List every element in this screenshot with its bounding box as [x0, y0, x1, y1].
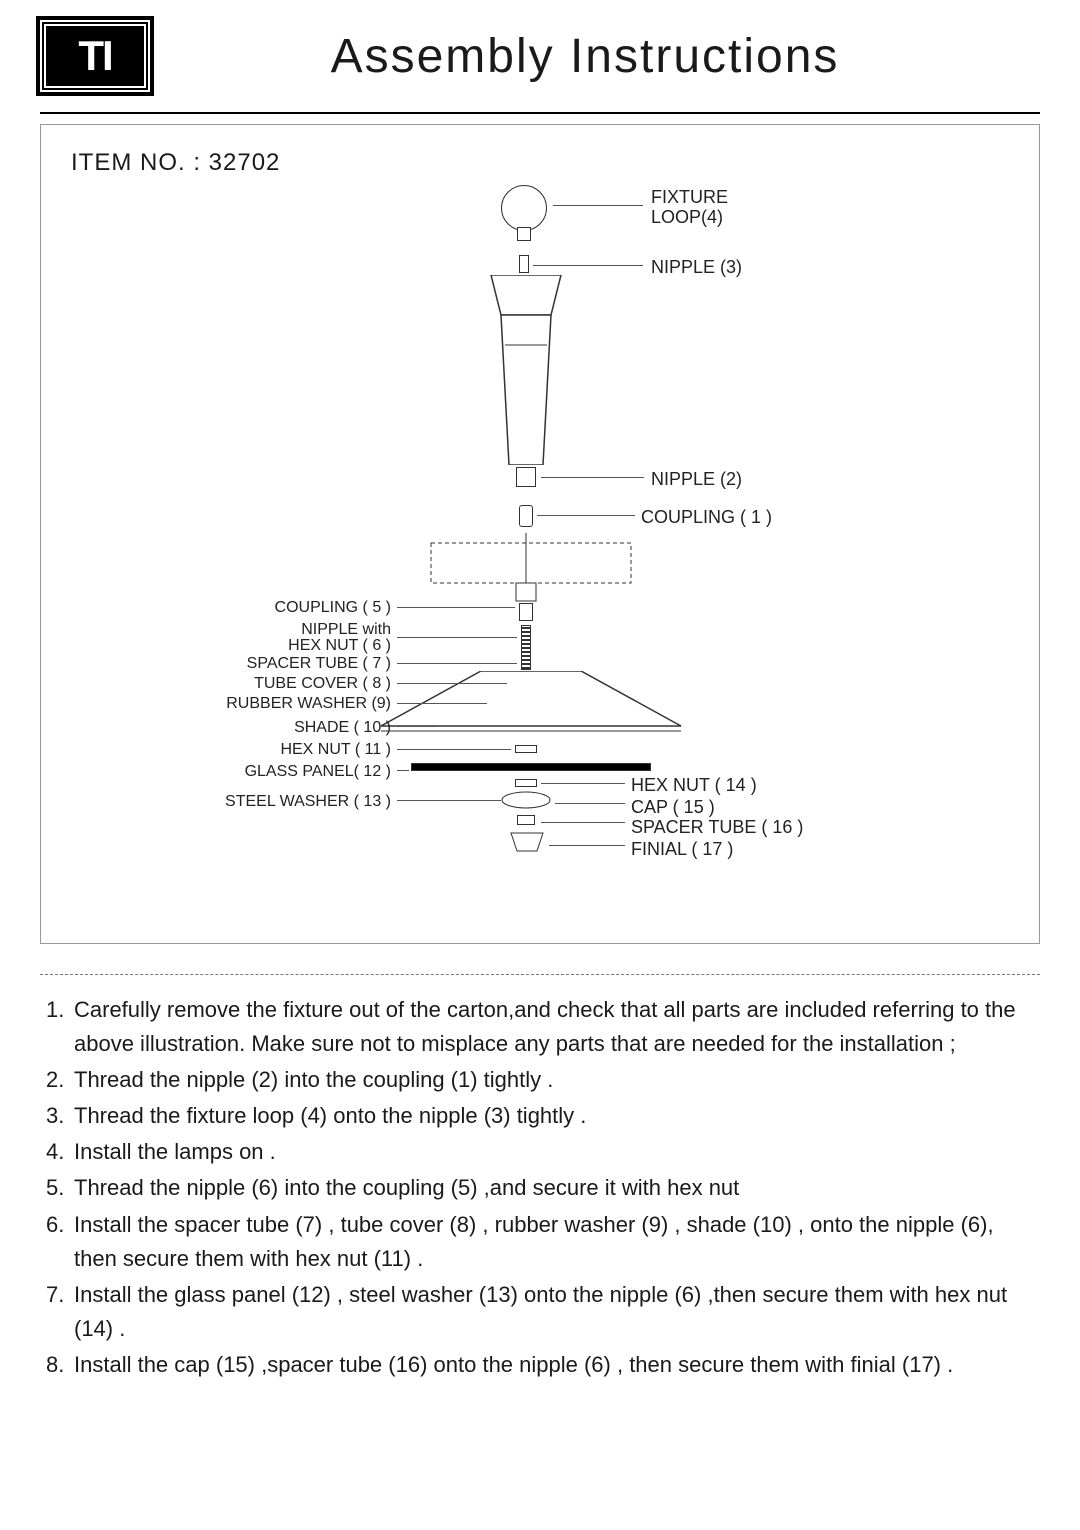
step-text: Thread the nipple (2) into the coupling … [74, 1063, 1034, 1097]
label-glass-panel12: GLASS PANEL( 12 ) [201, 763, 391, 781]
step-text: Install the spacer tube (7) , tube cover… [74, 1208, 1034, 1276]
leader-nipple6 [397, 637, 517, 638]
shape-fixture-loop [501, 185, 547, 231]
shape-canopy [421, 533, 641, 603]
leader-spacer7 [397, 663, 517, 664]
header: TI Assembly Instructions [40, 20, 1040, 92]
shape-cap [501, 791, 551, 809]
leader-hexnut14 [541, 783, 625, 784]
step-text: Thread the nipple (6) into the coupling … [74, 1171, 1034, 1205]
item-number: ITEM NO. : 32702 [71, 149, 1019, 177]
leader-finial17 [549, 845, 625, 846]
instruction-step: 3.Thread the fixture loop (4) onto the n… [46, 1099, 1034, 1133]
instruction-step: 6.Install the spacer tube (7) , tube cov… [46, 1208, 1034, 1276]
leader-glass12 [397, 770, 409, 771]
step-text: Thread the fixture loop (4) onto the nip… [74, 1099, 1034, 1133]
header-rule [40, 112, 1040, 114]
label-fixture-loop-b: LOOP(4) [651, 207, 723, 228]
instruction-step: 5.Thread the nipple (6) into the couplin… [46, 1171, 1034, 1205]
instruction-step: 2.Thread the nipple (2) into the couplin… [46, 1063, 1034, 1097]
label-steel-washer13: STEEL WASHER ( 13 ) [191, 793, 391, 811]
label-nipple6b: HEX NUT ( 6 ) [241, 637, 391, 655]
leader-tube8 [397, 683, 507, 684]
label-shade10: SHADE ( 10 ) [221, 719, 391, 737]
label-rubber-washer9: RUBBER WASHER (9) [191, 695, 391, 713]
page-title: Assembly Instructions [190, 29, 1040, 84]
leader-rubber9 [397, 703, 487, 704]
shape-hexnut14 [515, 779, 537, 787]
shape-hexnut11 [515, 745, 537, 753]
shape-finial [509, 831, 545, 853]
label-coupling5: COUPLING ( 5 ) [241, 599, 391, 617]
label-hex-nut11: HEX NUT ( 11 ) [221, 741, 391, 759]
page: TI Assembly Instructions ITEM NO. : 3270… [0, 0, 1080, 1530]
label-spacer16: SPACER TUBE ( 16 ) [631, 817, 803, 838]
shape-nipple3 [519, 255, 529, 273]
shape-taper-body [461, 275, 591, 465]
label-spacer7: SPACER TUBE ( 7 ) [221, 655, 391, 673]
shape-fixture-loop-tab [517, 227, 531, 241]
leader-shade10 [397, 726, 437, 727]
instruction-list: 1.Carefully remove the fixture out of th… [40, 993, 1040, 1382]
leader-fixture-loop [553, 205, 643, 206]
label-finial17: FINIAL ( 17 ) [631, 839, 733, 860]
diagram-frame: ITEM NO. : 32702 [40, 124, 1040, 944]
label-fixture-loop-a: FIXTURE [651, 187, 728, 208]
leader-coupling5 [397, 607, 515, 608]
shape-nipple6 [521, 625, 531, 670]
label-nipple2: NIPPLE (2) [651, 469, 742, 490]
label-hex-nut14: HEX NUT ( 14 ) [631, 775, 757, 796]
leader-coupling1 [537, 515, 635, 516]
shape-coupling1 [519, 505, 533, 527]
leader-nipple2 [541, 477, 644, 478]
instruction-step: 1.Carefully remove the fixture out of th… [46, 993, 1034, 1061]
shape-nipple2 [516, 467, 536, 487]
shape-shade [371, 671, 691, 741]
leader-hexnut11 [397, 749, 511, 750]
instruction-step: 7.Install the glass panel (12) , steel w… [46, 1278, 1034, 1346]
leader-cap15 [555, 803, 625, 804]
step-text: Carefully remove the fixture out of the … [74, 993, 1034, 1061]
step-text: Install the glass panel (12) , steel was… [74, 1278, 1034, 1346]
shape-glass-panel [411, 763, 651, 771]
label-tube-cover8: TUBE COVER ( 8 ) [221, 675, 391, 693]
exploded-diagram: FIXTURE LOOP(4) NIPPLE (3) NIPPLE (2) CO… [71, 185, 1019, 905]
shape-spacer16 [517, 815, 535, 825]
label-nipple3: NIPPLE (3) [651, 257, 742, 278]
mid-rule [40, 974, 1040, 975]
label-coupling1: COUPLING ( 1 ) [641, 507, 772, 528]
instruction-step: 4.Install the lamps on . [46, 1135, 1034, 1169]
label-cap15: CAP ( 15 ) [631, 797, 715, 818]
instruction-step: 8.Install the cap (15) ,spacer tube (16)… [46, 1348, 1034, 1382]
leader-spacer16 [541, 822, 625, 823]
step-text: Install the lamps on . [74, 1135, 1034, 1169]
shape-coupling5 [519, 603, 533, 621]
leader-nipple3 [533, 265, 643, 266]
step-text: Install the cap (15) ,spacer tube (16) o… [74, 1348, 1034, 1382]
leader-steel13 [397, 800, 501, 801]
logo: TI [40, 20, 150, 92]
